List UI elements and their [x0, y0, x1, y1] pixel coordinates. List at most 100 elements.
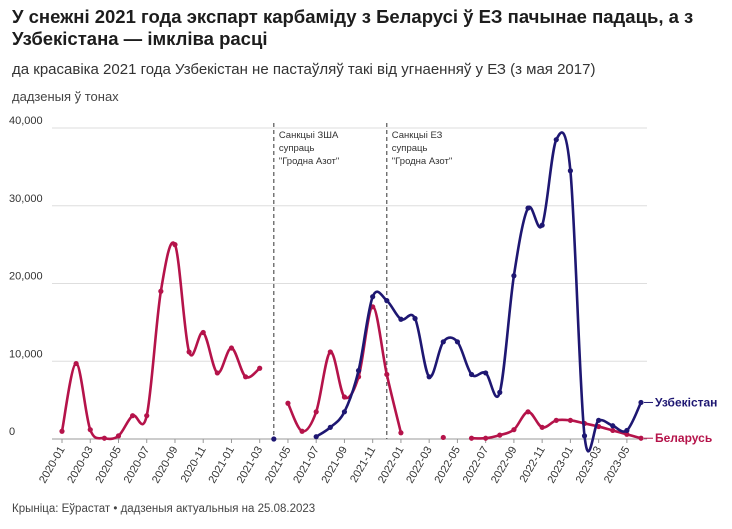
data-point: [610, 427, 616, 434]
data-point: [186, 349, 192, 355]
x-tick-label: 2022-05: [432, 445, 463, 486]
y-axis: 0 10,000 20,000 30,000 40,000: [9, 115, 43, 438]
x-tick-label: 2021-11: [348, 445, 378, 485]
data-point: [525, 409, 531, 415]
data-point: [539, 222, 545, 228]
series-line: [315, 131, 643, 453]
data-point: [638, 399, 644, 406]
x-axis: 2020-012020-032020-052020-072020-092020-…: [37, 439, 632, 485]
x-tick-label: 2023-01: [545, 445, 576, 486]
data-point: [440, 339, 446, 345]
series-line: [471, 410, 642, 440]
y-tick-label: 0: [9, 426, 15, 438]
source-footer: Крыніца: Еўрастат • дадзеныя актуальныя …: [12, 503, 316, 515]
annotation-text: супраць: [279, 143, 315, 154]
x-tick-label: 2021-01: [206, 445, 237, 486]
data-point: [299, 428, 305, 434]
data-point: [553, 417, 559, 423]
data-point: [624, 427, 630, 434]
data-point: [511, 273, 517, 279]
series-belarus: [59, 241, 644, 441]
data-point: [468, 435, 475, 441]
annotations: Санкцыі ЗША супраць "Гродна Азот" Санкцыі Е…: [273, 123, 452, 439]
annotation-text: Санкцыі ЕЗ: [392, 130, 443, 141]
x-tick-label: 2022-03: [404, 445, 435, 486]
annotation-text: Санкцыі ЗША: [279, 130, 339, 141]
annotation-text: "Гродна Азот": [279, 156, 339, 167]
x-tick-label: 2022-01: [376, 445, 407, 486]
x-tick-label: 2020-01: [37, 445, 68, 486]
series-labels: Беларусь Узбекістан: [644, 395, 717, 445]
data-point: [412, 315, 418, 322]
data-point: [511, 427, 517, 433]
x-tick-label: 2022-07: [461, 445, 492, 486]
x-tick-label: 2021-05: [263, 445, 294, 486]
data-point: [271, 436, 277, 442]
data-point: [638, 435, 644, 441]
data-point: [115, 433, 122, 439]
data-point: [370, 294, 376, 300]
data-point: [567, 417, 573, 423]
annotation-text: "Гродна Азот": [392, 156, 452, 167]
x-tick-label: 2020-07: [122, 445, 153, 486]
data-point: [610, 423, 616, 429]
data-point: [158, 288, 164, 294]
data-point: [341, 394, 348, 400]
series-lines: [59, 131, 644, 453]
data-point: [596, 417, 602, 423]
data-point: [567, 168, 573, 174]
x-tick-label: 2023-05: [602, 445, 633, 486]
data-point: [327, 424, 333, 430]
line-chart: 0 10,000 20,000 30,000 40,000 2020-012020-03…: [9, 115, 717, 485]
data-point: [257, 365, 263, 371]
data-point: [398, 316, 404, 322]
y-tick-label: 40,000: [9, 115, 43, 127]
data-point: [624, 431, 630, 437]
data-point: [384, 298, 390, 304]
x-tick-label: 2022-09: [489, 445, 520, 486]
x-tick-label: 2022-11: [518, 445, 548, 485]
data-point: [59, 428, 65, 434]
data-point: [468, 371, 475, 378]
data-point: [327, 349, 333, 355]
data-point: [398, 430, 404, 436]
annotation-text: супраць: [392, 143, 428, 154]
data-point: [454, 339, 461, 345]
data-point: [483, 370, 489, 376]
chart-title: У снежні 2021 года экспарт карбаміду з Б…: [12, 6, 694, 49]
data-point: [73, 360, 79, 367]
data-point: [200, 329, 206, 336]
data-point: [553, 137, 559, 143]
data-point: [440, 434, 446, 441]
data-point: [285, 400, 291, 406]
data-point: [242, 374, 249, 380]
series-label-belarus: Беларусь: [655, 431, 712, 445]
data-point: [144, 413, 150, 419]
data-point: [87, 427, 93, 433]
y-tick-label: 10,000: [9, 348, 43, 360]
x-tick-label: 2021-07: [291, 445, 322, 486]
data-point: [384, 371, 390, 378]
data-point: [101, 435, 107, 441]
data-point: [172, 242, 178, 248]
data-point: [539, 424, 545, 430]
data-point: [341, 409, 348, 415]
x-tick-label: 2020-05: [94, 445, 125, 486]
unit-label: дадзеныя ў тонах: [12, 89, 119, 104]
data-point: [497, 389, 503, 395]
data-point: [214, 370, 220, 376]
x-tick-label: 2020-03: [65, 445, 96, 486]
data-point: [483, 435, 489, 441]
y-tick-label: 20,000: [9, 271, 43, 283]
x-tick-label: 2021-03: [235, 445, 266, 486]
gridlines: [52, 127, 647, 440]
data-point: [313, 409, 319, 415]
data-point: [130, 413, 136, 419]
data-point: [497, 432, 503, 438]
data-point: [313, 434, 319, 440]
x-tick-label: 2020-09: [150, 445, 181, 486]
data-point: [228, 345, 235, 351]
series-line: [60, 241, 261, 441]
y-tick-label: 30,000: [9, 193, 43, 205]
data-point: [525, 205, 531, 211]
